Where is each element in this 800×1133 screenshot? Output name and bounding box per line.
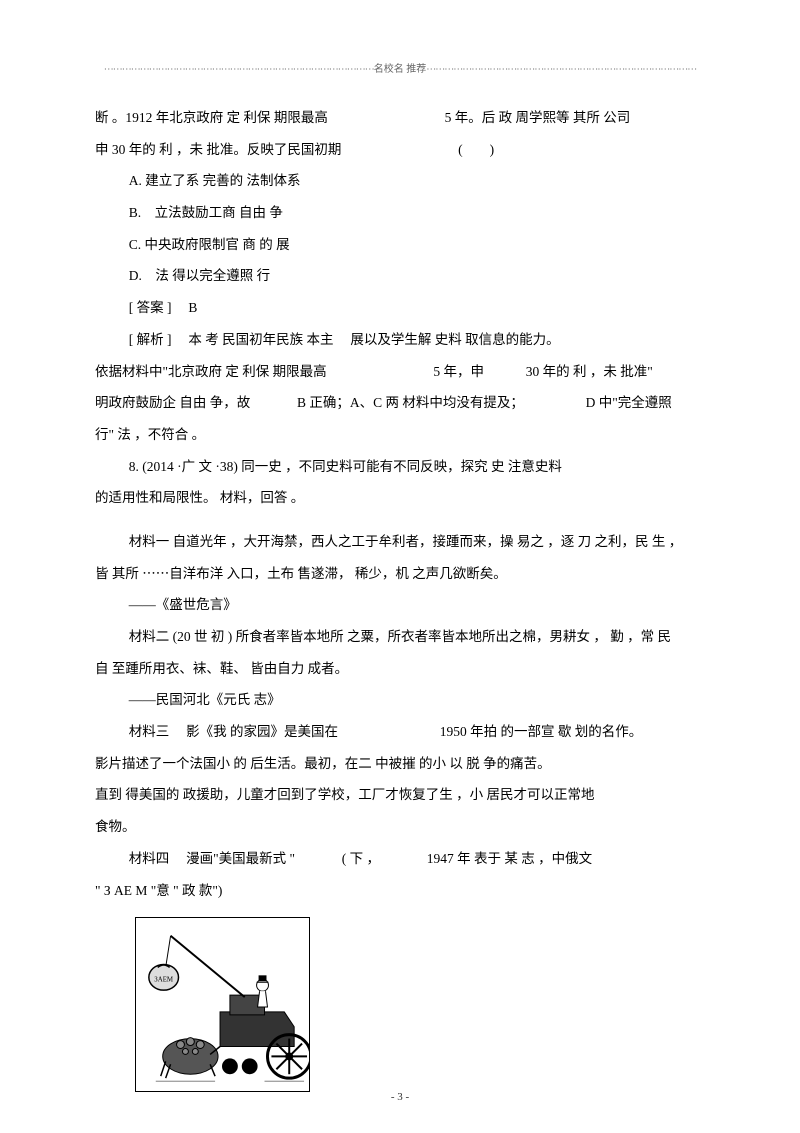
stem-text-1b: 5 年。后 政 周学熙等 其所 公司 bbox=[445, 110, 631, 125]
material1-line1: 材料一 自道光年 ，大开海禁，西人之工于牟利者，接踵而来，操 易之 ，逐 刀 之… bbox=[95, 527, 705, 557]
analysis-2b: 5 年，申 bbox=[433, 364, 484, 379]
mat4-1c: 1947 年 表于 某 志 ，中俄文 bbox=[427, 851, 592, 866]
material3-line3: 直到 得美国的 政援助，儿童才回到了学校，工厂才恢复了生 ，小 居民才可以正常地 bbox=[95, 780, 705, 810]
cartoon-container: ЗАЕМ bbox=[135, 917, 705, 1092]
header-text: 名校名 推荐 bbox=[374, 64, 427, 75]
document-content: 断 。1912 年北京政府 定 利保 期限最高 5 年。后 政 周学熙等 其所 … bbox=[95, 103, 705, 1092]
mat4-1b: ( 下 ， bbox=[342, 851, 380, 866]
analysis-3b: B 正确；A、C 两 材料中均没有提及； bbox=[297, 395, 524, 410]
material3-line1: 材料三 影《我 的家园》是美国在 1950 年拍 的一部宣 歇 划的名作。 bbox=[95, 717, 705, 747]
page-header: ⋯⋯⋯⋯⋯⋯⋯⋯⋯⋯⋯⋯⋯⋯⋯⋯⋯⋯⋯⋯⋯⋯⋯⋯⋯⋯⋯⋯⋯⋯名校名 推荐⋯⋯⋯⋯… bbox=[95, 60, 705, 75]
material2-source: ——民国河北《元氏 志》 bbox=[95, 685, 705, 715]
stem-blank: ( ) bbox=[458, 142, 494, 157]
answer-label: [ 答案 ] B bbox=[95, 293, 705, 323]
header-dots-right: ⋯⋯⋯⋯⋯⋯⋯⋯⋯⋯⋯⋯⋯⋯⋯⋯⋯⋯⋯⋯⋯⋯⋯⋯⋯⋯⋯⋯⋯⋯ bbox=[426, 64, 696, 75]
material2-line2: 自 至踵所用衣、袜、鞋、 皆由自力 成者。 bbox=[95, 654, 705, 684]
question-stem-line2: 申 30 年的 利 ，未 批准。反映了民国初期 ( ) bbox=[95, 135, 705, 165]
cartoon-svg: ЗАЕМ bbox=[136, 918, 309, 1091]
analysis-2a: 依据材料中"北京政府 定 利保 期限最高 bbox=[95, 364, 327, 379]
q8-line1: 8. (2014 ·广 文 ·38) 同一史 ，不同史料可能有不同反映，探究 史… bbox=[95, 452, 705, 482]
mat3-1b: 1950 年拍 的一部宣 歇 划的名作。 bbox=[440, 724, 643, 739]
option-c: C. 中央政府限制官 商 的 展 bbox=[95, 230, 705, 260]
mat4-1a: 材料四 漫画"美国最新式 " bbox=[129, 851, 295, 866]
header-dots-left: ⋯⋯⋯⋯⋯⋯⋯⋯⋯⋯⋯⋯⋯⋯⋯⋯⋯⋯⋯⋯⋯⋯⋯⋯⋯⋯⋯⋯⋯⋯ bbox=[104, 64, 374, 75]
material1-line2: 皆 其所 ⋯⋯自洋布洋 入口，土布 售遂滞， 稀少，机 之声几欲断矣。 bbox=[95, 559, 705, 589]
material4-line2: " З АЕ М "意 " 政 款") bbox=[95, 876, 705, 906]
analysis-2c: 30 年的 利 ，未 批准" bbox=[526, 364, 653, 379]
stem-text-1a: 断 。1912 年北京政府 定 利保 期限最高 bbox=[95, 110, 328, 125]
analysis-line1: [ 解析 ] 本 考 民国初年民族 本主 展以及学生解 史料 取信息的能力。 bbox=[95, 325, 705, 355]
material3-line2: 影片描述了一个法国小 的 后生活。最初，在二 中被摧 的小 以 脱 争的痛苦。 bbox=[95, 749, 705, 779]
stem-text-2a: 申 30 年的 利 ，未 批准。反映了民国初期 bbox=[95, 142, 341, 157]
option-a: A. 建立了系 完善的 法制体系 bbox=[95, 166, 705, 196]
question-stem-line1: 断 。1912 年北京政府 定 利保 期限最高 5 年。后 政 周学熙等 其所 … bbox=[95, 103, 705, 133]
material4-line1: 材料四 漫画"美国最新式 " ( 下 ， 1947 年 表于 某 志 ，中俄文 bbox=[95, 844, 705, 874]
analysis-line2: 依据材料中"北京政府 定 利保 期限最高 5 年，申 30 年的 利 ，未 批准… bbox=[95, 357, 705, 387]
analysis-line4: 行" 法 ，不符合 。 bbox=[95, 420, 705, 450]
material2-line1: 材料二 (20 世 初 ) 所食者率皆本地所 之粟，所衣者率皆本地所出之棉，男耕… bbox=[95, 622, 705, 652]
option-b: B. 立法鼓励工商 自由 争 bbox=[95, 198, 705, 228]
option-d: D. 法 得以完全遵照 行 bbox=[95, 261, 705, 291]
mat3-1a: 材料三 影《我 的家园》是美国在 bbox=[129, 724, 338, 739]
analysis-3a: 明政府鼓励企 自由 争，故 bbox=[95, 395, 250, 410]
cartoon-image: ЗАЕМ bbox=[135, 917, 310, 1092]
material3-line4: 食物。 bbox=[95, 812, 705, 842]
material1-source: ——《盛世危言》 bbox=[95, 590, 705, 620]
q8-line2: 的适用性和局限性。 材料，回答 。 bbox=[95, 483, 705, 513]
analysis-line3: 明政府鼓励企 自由 争，故 B 正确；A、C 两 材料中均没有提及； D 中"完… bbox=[95, 388, 705, 418]
page-number: - 3 - bbox=[0, 1091, 800, 1103]
cartoon-label: ЗАЕМ bbox=[154, 976, 173, 983]
analysis-3c: D 中"完全遵照 bbox=[586, 395, 672, 410]
